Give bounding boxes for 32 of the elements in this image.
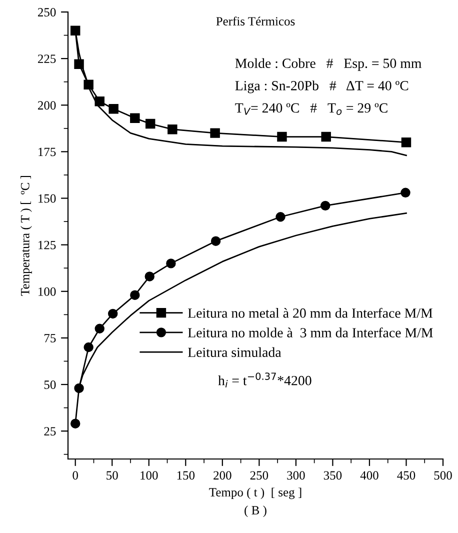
legend-label: Leitura no molde à 3 mm da Interface M/M [188,328,433,338]
x-tick-label: 350 [324,471,342,480]
x-tick-label: 0 [72,471,78,480]
x-tick-label: 500 [434,471,452,480]
y-tick-label: 125 [38,240,56,250]
x-tick-label: 450 [397,471,416,480]
y-tick-label: 100 [38,287,56,296]
annotation: h$_{i}$ = t$^{−0.37}$*4200 [218,372,312,388]
y-tick-label: 150 [38,194,56,203]
annotation: Molde : Cobre # Esp. = 50 mm [235,58,422,71]
x-tick-label: 200 [214,471,232,480]
annotation: T$_{V}$= 240 ºC # T$_{o}$ = 29 ºC [235,103,388,115]
legend-label: Leitura simulada [188,347,282,358]
chart-title: Perfis Térmicos [216,16,295,26]
y-tick-label: 250 [38,8,56,16]
x-tick-label: 400 [360,471,378,480]
legend-label: Leitura no metal à 20 mm da Interface M/M [188,308,432,318]
y-axis-title: Temperatura ( T ) [ ºC ] [20,176,32,296]
y-tick-label: 225 [38,54,56,64]
x-tick-label: 250 [250,471,268,480]
text: ( B ) [244,506,266,518]
x-tick-label: 100 [140,471,158,480]
x-tick-label: 150 [177,471,195,480]
annotation: Liga : Sn-20Pb # ΔT = 40 ºC [235,80,408,94]
x-tick-label: 300 [287,471,305,480]
x-tick-label: 50 [106,471,118,480]
y-tick-label: 175 [38,148,56,156]
x-axis-title: Tempo ( t ) [ seg ] [209,488,302,500]
y-tick-label: 200 [38,101,56,110]
y-tick-label: 25 [44,427,56,436]
y-tick-label: 75 [44,334,56,342]
y-tick-label: 50 [44,380,56,389]
